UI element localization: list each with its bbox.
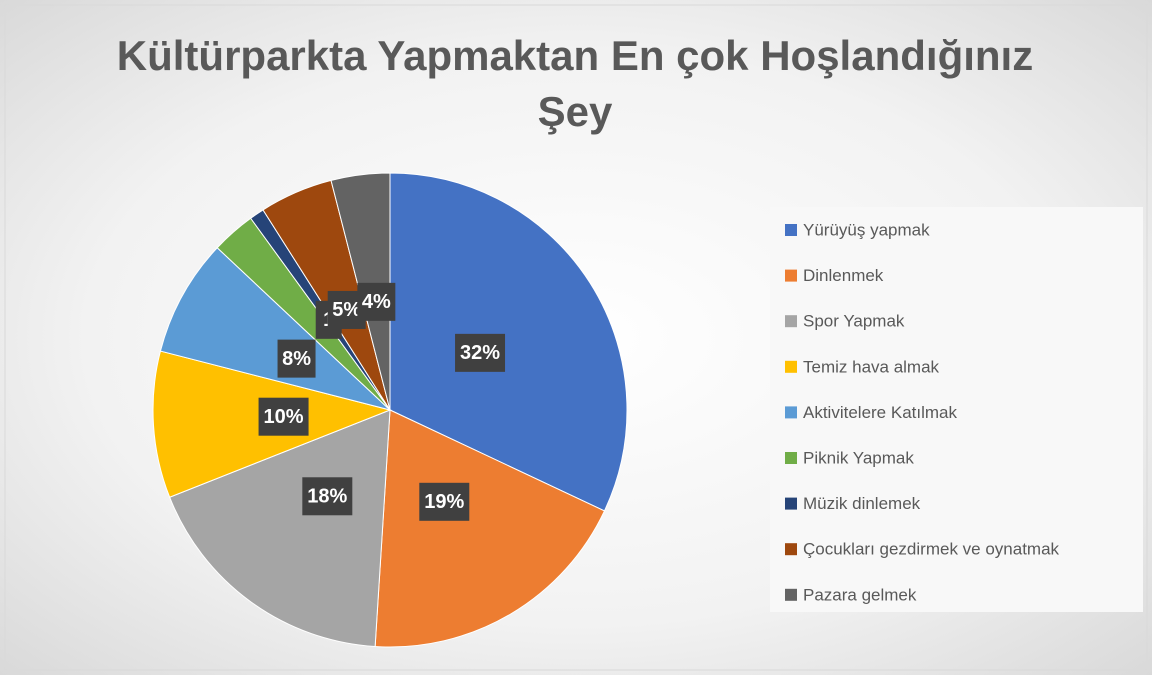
data-label-box [419,482,470,521]
data-label-box [277,339,316,378]
frame [4,4,1148,671]
legend-swatch [785,224,797,236]
legend-swatch [785,588,797,601]
legend-label: Spor Yapmak [803,312,905,331]
legend-swatch [785,406,797,419]
legend-swatch [785,452,797,464]
legend-swatch [785,497,797,510]
legend-swatch [785,543,797,556]
legend-swatch [785,269,797,282]
legend-label: Piknik Yapmak [803,448,914,467]
pie-slice [389,172,628,512]
data-label: 19% [424,491,464,513]
pie-slice [168,409,391,648]
data-label-box [357,282,396,321]
data-label: 32% [460,342,500,364]
pie-slice [159,247,391,411]
legend-label: Dinlenmek [803,266,884,285]
data-label: 10% [264,406,304,428]
legend-swatch [785,360,797,373]
data-label: 18% [307,486,347,508]
legend-swatch [785,315,797,328]
legend-label: Pazara gelmek [803,585,917,604]
data-label-box [455,333,506,372]
data-label: 8% [282,348,311,370]
legend-label: Temiz hava almak [803,357,940,376]
chart-title: Kültürparkta Yapmaktan En çok Hoşlandığı… [116,32,1034,135]
data-label: 4% [362,291,391,313]
legend-label: Müzik dinlemek [803,494,921,513]
legend-label: Çocukları gezdirmek ve oynatmak [803,540,1060,559]
legend-label: Yürüyüş yapmak [803,220,930,239]
pie-slice [374,409,606,648]
data-label: 5% [332,299,361,321]
data-label-box [302,477,353,516]
legend-label: Aktivitelere Katılmak [803,403,957,422]
legend-box [770,207,1143,612]
data-label-box [258,397,309,436]
